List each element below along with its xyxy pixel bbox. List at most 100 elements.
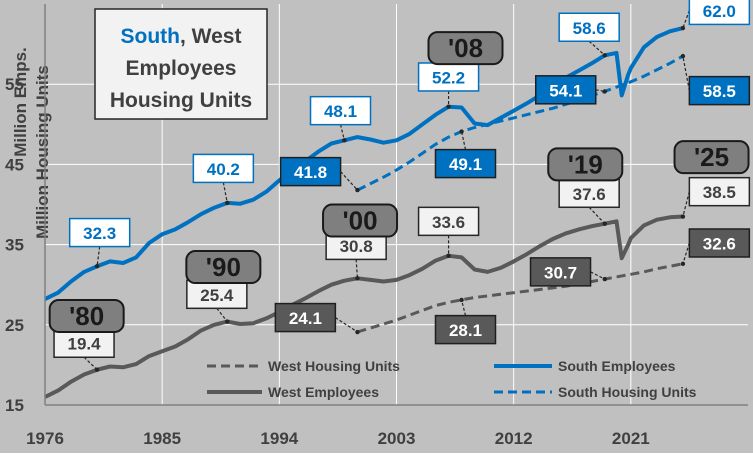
leader-dot — [602, 89, 607, 94]
leader-dot — [355, 329, 360, 335]
leader-dot — [446, 253, 451, 259]
data-label: 37.6 — [573, 185, 606, 204]
year-badge — [48, 298, 125, 333]
y-tick-label: 25 — [5, 316, 24, 335]
leader-dot — [342, 138, 347, 143]
leader-dot — [94, 264, 100, 269]
data-label: 40.2 — [207, 160, 240, 179]
data-label-box — [688, 75, 751, 106]
y-axis-label-housing: Million Housing Units — [33, 65, 52, 239]
year-badge — [427, 31, 504, 66]
axes: Million Emps. Million Housing Units 15 25… — [5, 4, 748, 448]
legend-item-south-housing: South Housing Units — [494, 384, 697, 400]
data-label: 58.5 — [703, 82, 736, 101]
year-label: '08 — [448, 33, 483, 63]
series-line-south-housing-units — [356, 54, 684, 192]
data-label-box — [417, 62, 480, 92]
series-line-south-employees — [44, 26, 684, 301]
leader-line — [340, 171, 358, 191]
data-label-box — [53, 328, 115, 358]
leader-line — [335, 317, 358, 333]
leader-line — [355, 259, 359, 279]
data-label-box — [434, 314, 497, 345]
leader-dot — [680, 261, 686, 267]
data-label: 58.6 — [573, 19, 606, 38]
data-label: 24.1 — [289, 309, 322, 328]
data-label-box — [68, 217, 131, 248]
title-line3: Housing Units — [110, 89, 252, 112]
data-label-box — [688, 0, 751, 26]
data-label: 19.4 — [68, 335, 102, 354]
data-label: 49.1 — [449, 155, 482, 174]
leader-dot — [459, 129, 464, 134]
year-badge — [185, 250, 262, 285]
legend: West Housing Units West Employees South … — [207, 358, 697, 400]
title-line1: South, West — [121, 25, 242, 48]
x-tick-label: 2021 — [612, 429, 650, 448]
leader-line — [216, 307, 228, 322]
data-label-box — [279, 156, 342, 187]
data-label: 30.7 — [544, 263, 577, 282]
data-label-box — [529, 257, 592, 287]
y-tick-label: 45 — [5, 155, 24, 174]
leader-line — [588, 206, 606, 225]
legend-label: West Housing Units — [268, 358, 400, 374]
series-lines — [44, 26, 684, 399]
data-label: 32.6 — [703, 234, 736, 253]
leader-line — [682, 191, 690, 217]
year-badge — [547, 147, 624, 182]
y-tick-label: 35 — [5, 236, 24, 255]
data-label-box — [558, 12, 620, 43]
year-label: '19 — [568, 149, 603, 179]
leader-dot — [355, 276, 360, 281]
label-leaders — [83, 10, 690, 372]
data-label: 25.4 — [200, 286, 234, 305]
leader-dot — [680, 214, 686, 219]
data-label-box — [417, 206, 480, 237]
leader-dot — [680, 53, 686, 59]
leader-dot — [355, 187, 360, 193]
y-tick-label: 55 — [5, 75, 24, 94]
leader-line — [461, 131, 467, 150]
year-label: '80 — [69, 301, 104, 331]
leader-dot — [94, 367, 100, 372]
data-label: 48.1 — [324, 102, 357, 121]
data-label-box — [192, 153, 255, 184]
data-label: 30.8 — [340, 237, 373, 256]
leader-dot — [225, 200, 230, 206]
x-tick-label: 1985 — [143, 429, 181, 448]
leader-dot — [602, 221, 607, 226]
year-label: '00 — [342, 206, 377, 236]
leader-line — [96, 246, 101, 267]
year-label: '25 — [694, 142, 729, 172]
data-label: 41.8 — [294, 163, 327, 182]
data-label: 52.2 — [432, 68, 465, 87]
series-line-west-housing-units — [356, 262, 684, 334]
leader-dot — [602, 53, 607, 58]
data-label: 33.6 — [432, 213, 465, 232]
leader-dot — [459, 297, 464, 303]
leader-line — [682, 10, 690, 29]
legend-item-west-housing: West Housing Units — [207, 358, 400, 374]
data-label-box — [309, 95, 372, 126]
legend-label: West Employees — [268, 384, 379, 400]
legend-label: South Employees — [558, 358, 676, 374]
gridlines — [44, 4, 748, 406]
leader-dot — [225, 319, 230, 324]
x-tick-label: 1976 — [26, 429, 64, 448]
leader-line — [682, 56, 690, 91]
title-rest: , West — [180, 25, 241, 48]
title-line2: Employees — [126, 57, 237, 80]
data-label-box — [434, 148, 497, 179]
leader-line — [590, 271, 606, 280]
leader-line — [461, 299, 467, 316]
data-label: 54.1 — [549, 81, 582, 100]
year-label: '90 — [206, 252, 241, 282]
y-tick-label: 15 — [5, 396, 24, 415]
x-tick-label: 2012 — [495, 429, 533, 448]
legend-label: South Housing Units — [558, 384, 697, 400]
leader-line — [83, 356, 98, 371]
data-labels: 32.3 40.2 48.1 52.2 58.6 62.0 41.8 49.1 54.1 58.5… — [48, 0, 751, 358]
data-label-box — [186, 279, 248, 310]
